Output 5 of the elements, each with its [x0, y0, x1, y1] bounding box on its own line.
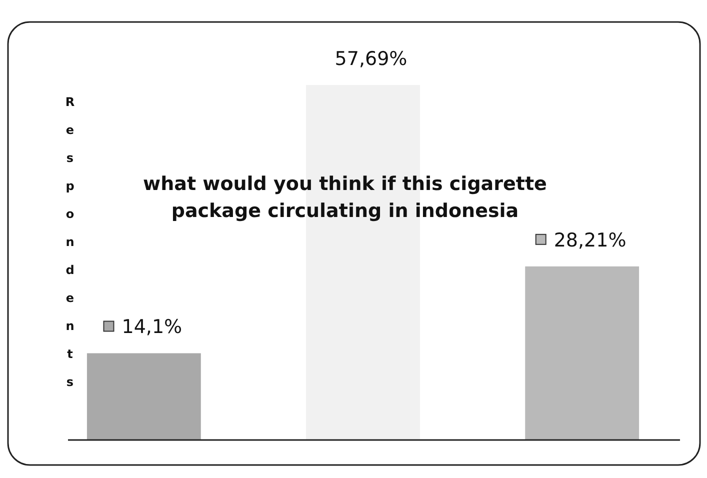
text: Respondents: [65, 95, 75, 389]
data-label: 28,21%: [554, 229, 626, 252]
text: what would you think if this cigarette package circulating in indonesia: [143, 173, 547, 222]
data-label: 57,69%: [334, 48, 408, 70]
data-label: 14,1%: [122, 316, 182, 338]
